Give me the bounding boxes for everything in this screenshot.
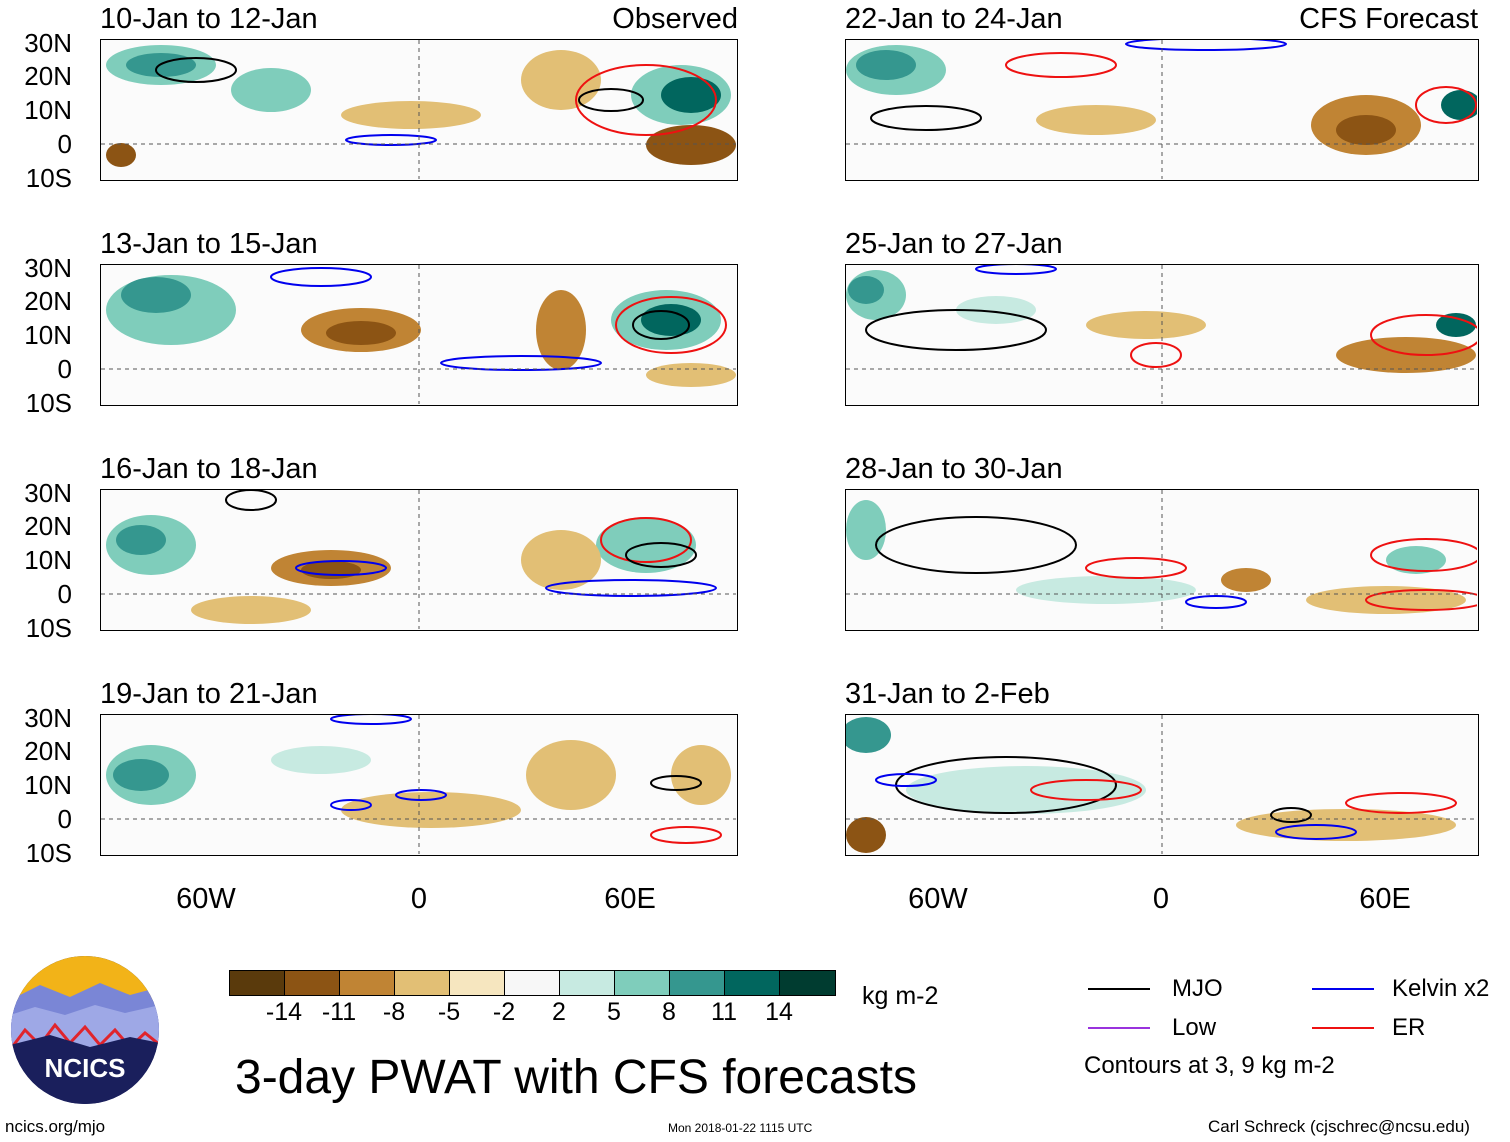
colorbar-swatch bbox=[615, 971, 670, 995]
lat-label: 30N bbox=[24, 253, 72, 283]
lat-label: 10N bbox=[24, 770, 72, 800]
colorbar-tick: 2 bbox=[552, 998, 566, 1026]
map-panel-observed-3 bbox=[100, 489, 738, 631]
map-panel-forecast-4 bbox=[845, 714, 1479, 856]
map-panel-observed-2 bbox=[100, 264, 738, 406]
colorbar-tick: -11 bbox=[321, 998, 357, 1026]
colorbar-tick: 8 bbox=[662, 998, 676, 1026]
colorbar-tick: -2 bbox=[492, 998, 516, 1026]
colorbar-swatch bbox=[505, 971, 560, 995]
low-legend-label: Low bbox=[1172, 1014, 1217, 1041]
lat-label: 10N bbox=[24, 320, 72, 350]
colorbar-swatch bbox=[670, 971, 725, 995]
map-panel-observed-4 bbox=[100, 714, 738, 856]
low-legend-line bbox=[1088, 1027, 1150, 1029]
lat-label: 10S bbox=[25, 613, 72, 643]
kelvin-legend-label: Kelvin x2 bbox=[1392, 975, 1490, 1002]
kelvin-legend-line bbox=[1312, 988, 1374, 990]
ncics-logo: NCICS bbox=[10, 955, 160, 1105]
lat-label: 0 bbox=[57, 129, 72, 159]
panel-title-8: 31-Jan to 2-Feb bbox=[845, 678, 1050, 710]
panel-title-6: 25-Jan to 27-Jan bbox=[845, 228, 1063, 260]
lat-label: 10N bbox=[24, 545, 72, 575]
lat-label: 0 bbox=[57, 579, 72, 609]
colorbar-ticks: -14 -11 -8 -5 -2 2 5 8 11 14 bbox=[229, 998, 836, 1028]
panel-title-2: 13-Jan to 15-Jan bbox=[100, 228, 318, 260]
map-panel-observed-1 bbox=[100, 39, 738, 181]
colorbar-swatch bbox=[395, 971, 450, 995]
map-panel-forecast-3 bbox=[845, 489, 1479, 631]
panel-title-1: 10-Jan to 12-Jan bbox=[100, 3, 318, 35]
lat-label: 30N bbox=[24, 478, 72, 508]
page-title: 3-day PWAT with CFS forecasts bbox=[235, 1051, 917, 1104]
lon-label: 60E bbox=[604, 883, 656, 915]
lat-label: 20N bbox=[24, 61, 72, 91]
colorbar-tick: 14 bbox=[765, 998, 793, 1026]
lat-label: 30N bbox=[24, 28, 72, 58]
colorbar-tick: -8 bbox=[382, 998, 406, 1026]
mjo-legend-line bbox=[1088, 988, 1150, 990]
lat-label: 10S bbox=[25, 388, 72, 418]
colorbar-swatch bbox=[230, 971, 285, 995]
colorbar-tick: 5 bbox=[607, 998, 621, 1026]
er-legend-line bbox=[1312, 1027, 1374, 1029]
footer-credit: Carl Schreck (cjschrec@ncsu.edu) bbox=[1208, 1117, 1470, 1136]
lat-label: 20N bbox=[24, 511, 72, 541]
footer-timestamp: Mon 2018-01-22 1115 UTC bbox=[668, 1121, 813, 1135]
panel-title-7: 28-Jan to 30-Jan bbox=[845, 453, 1063, 485]
panel-title-4: 19-Jan to 21-Jan bbox=[100, 678, 318, 710]
lon-label: 60W bbox=[176, 883, 236, 915]
panel-title-3: 16-Jan to 18-Jan bbox=[100, 453, 318, 485]
colorbar-unit: kg m-2 bbox=[862, 982, 939, 1010]
lat-label: 0 bbox=[57, 354, 72, 384]
er-legend-label: ER bbox=[1392, 1014, 1426, 1041]
lat-label: 20N bbox=[24, 286, 72, 316]
lat-label: 10S bbox=[25, 838, 72, 868]
colorbar bbox=[229, 970, 836, 996]
contour-note: Contours at 3, 9 kg m-2 bbox=[1084, 1052, 1335, 1079]
cfs-forecast-label: CFS Forecast bbox=[1299, 3, 1478, 35]
colorbar-tick: 11 bbox=[711, 998, 737, 1026]
logo-text: NCICS bbox=[45, 1053, 126, 1083]
colorbar-swatch bbox=[780, 971, 835, 995]
lat-label: 20N bbox=[24, 736, 72, 766]
lat-label: 0 bbox=[57, 804, 72, 834]
footer-url[interactable]: ncics.org/mjo bbox=[5, 1117, 106, 1136]
colorbar-tick: -5 bbox=[437, 998, 461, 1026]
lon-label: 0 bbox=[410, 883, 428, 915]
colorbar-swatch bbox=[285, 971, 340, 995]
observed-label: Observed bbox=[612, 3, 738, 35]
lon-label: 0 bbox=[1152, 883, 1170, 915]
lon-label: 60E bbox=[1359, 883, 1411, 915]
colorbar-swatch bbox=[450, 971, 505, 995]
mjo-legend-label: MJO bbox=[1172, 975, 1223, 1002]
lat-label: 10S bbox=[25, 163, 72, 193]
colorbar-swatch bbox=[340, 971, 395, 995]
colorbar-tick: -14 bbox=[265, 998, 303, 1026]
lon-label: 60W bbox=[908, 883, 968, 915]
lat-label: 30N bbox=[24, 703, 72, 733]
colorbar-swatch bbox=[725, 971, 780, 995]
colorbar-swatch bbox=[560, 971, 615, 995]
lat-label: 10N bbox=[24, 95, 72, 125]
map-panel-forecast-2 bbox=[845, 264, 1479, 406]
map-panel-forecast-1 bbox=[845, 39, 1479, 181]
panel-title-5: 22-Jan to 24-Jan bbox=[845, 3, 1063, 35]
